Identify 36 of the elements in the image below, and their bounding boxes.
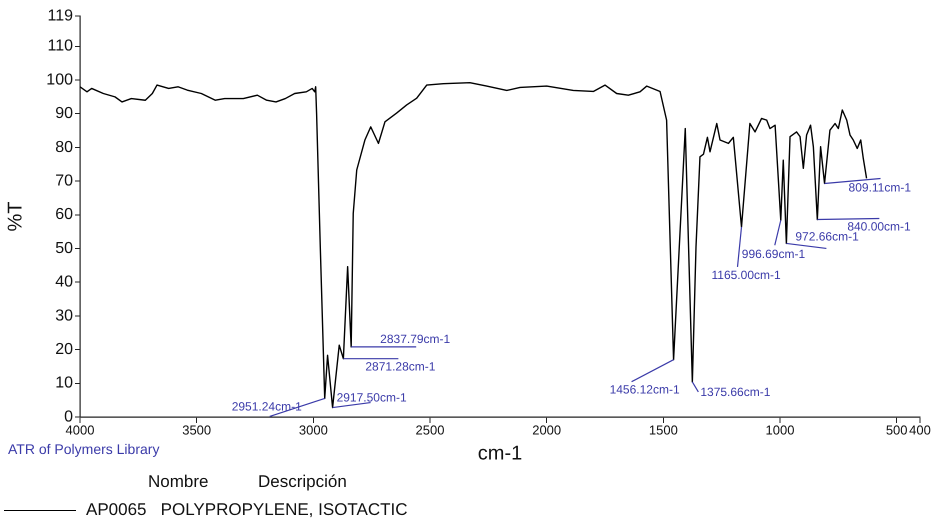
annotation: 1375.66cm-1 — [700, 384, 771, 399]
annotation: 2951.24cm-1 — [232, 399, 302, 414]
y-tick-label: 50 — [55, 240, 74, 257]
text: Nombre — [148, 472, 208, 492]
annotation: 972.66cm-1 — [795, 229, 860, 244]
annotation: 2837.79cm-1 — [380, 332, 451, 346]
legend-label: AP0065 POLYPROPYLENE, ISOTACTIC — [86, 500, 408, 520]
y-tick-label: 10 — [55, 374, 74, 392]
y-tick-label: 20 — [55, 341, 74, 358]
x-axis-title: cm-1 — [478, 442, 522, 465]
text: Descripción — [258, 472, 347, 492]
x-tick-label: 2500 — [416, 422, 444, 438]
y-tick-label: 119 — [47, 7, 74, 24]
annotation: 996.69cm-1 — [742, 247, 806, 262]
x-tick-label: 500 — [886, 422, 908, 438]
y-tick-label: 70 — [55, 172, 74, 190]
y-tick-label: 80 — [55, 138, 74, 156]
y-tick-label: 40 — [55, 274, 74, 291]
y-tick-label: 100 — [46, 71, 74, 88]
text: ATR of Polymers Library — [8, 441, 160, 457]
annotation: 1165.00cm-1 — [712, 268, 781, 282]
x-tick-label: 2000 — [532, 422, 562, 438]
y-tick-label: 90 — [55, 105, 74, 122]
y-axis-title: %T — [4, 202, 27, 232]
x-tick-label: 1000 — [766, 422, 794, 438]
x-tick-label: 1500 — [648, 422, 678, 438]
x-tick-label: 400 — [909, 422, 931, 438]
y-tick-label: 30 — [55, 307, 74, 324]
y-tick-label: 110 — [47, 38, 74, 55]
x-tick-label: 3000 — [298, 422, 328, 438]
annotation: 2871.28cm-1 — [365, 360, 436, 374]
annotation: 1456.12cm-1 — [610, 382, 680, 397]
y-tick-label: 60 — [55, 206, 74, 224]
x-tick-label: 3500 — [182, 422, 212, 438]
annotation: 809.11cm-1 — [848, 180, 912, 194]
annotation: 2917.50cm-1 — [336, 390, 407, 405]
